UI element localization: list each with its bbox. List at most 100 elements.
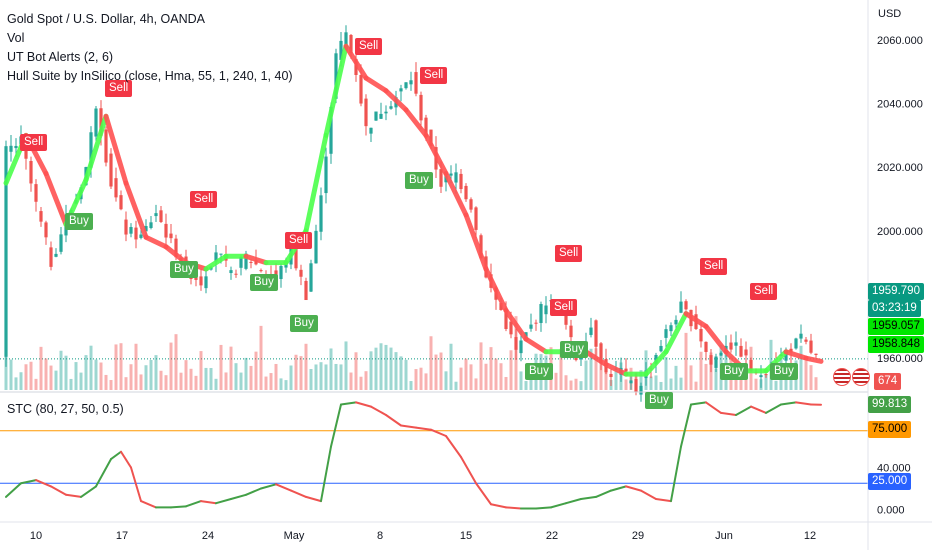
stc-legend[interactable]: STC (80, 27, 50, 0.5) xyxy=(7,402,124,416)
stc-segment xyxy=(120,450,132,469)
volume-bar xyxy=(249,365,253,390)
stc-segment xyxy=(290,489,307,498)
volume-bar xyxy=(89,345,93,390)
candle-body xyxy=(94,108,98,137)
volume-bar xyxy=(214,378,218,390)
candle-body xyxy=(794,338,798,349)
time-tick-label: Jun xyxy=(715,530,733,542)
stc-segment xyxy=(625,485,642,492)
candle-body xyxy=(419,94,423,121)
stc-segment xyxy=(320,445,332,503)
hull-segment xyxy=(583,349,609,368)
candle-body xyxy=(389,106,393,109)
volume-bar xyxy=(429,336,433,390)
volume-bar xyxy=(699,351,703,390)
volume-bar xyxy=(44,358,48,390)
stc-segment xyxy=(680,403,692,448)
stc-segment xyxy=(640,489,657,500)
candle-body xyxy=(739,345,743,357)
volume-bar xyxy=(559,348,563,390)
candle-body xyxy=(169,233,173,239)
candle-body xyxy=(679,301,683,313)
volume-bar xyxy=(434,354,438,390)
us-flag-icon xyxy=(833,368,851,386)
volume-bar xyxy=(289,365,293,390)
volume-bar xyxy=(239,372,243,390)
volume-bar xyxy=(324,364,328,390)
stc-segment xyxy=(705,401,722,414)
volume-bar xyxy=(49,365,53,390)
sell-signal: Sell xyxy=(105,79,133,97)
volume-bar xyxy=(494,358,498,390)
volume-bar xyxy=(389,347,393,390)
candle-body xyxy=(134,227,138,240)
volume-bar xyxy=(154,355,158,390)
volume-bar xyxy=(399,356,403,390)
volume-bar xyxy=(244,357,248,390)
stc-segment xyxy=(765,403,782,414)
candle-body xyxy=(154,213,158,217)
volume-bar xyxy=(129,364,133,390)
candle-body xyxy=(409,80,413,85)
buy-signal: Buy xyxy=(560,340,588,358)
volume-bar xyxy=(814,377,818,390)
candle-body xyxy=(719,352,723,356)
candle-body xyxy=(124,219,128,235)
candle-body xyxy=(474,207,478,230)
volume-bar xyxy=(269,373,273,390)
buy-signal: Buy xyxy=(250,273,278,291)
candle-body xyxy=(454,172,458,183)
sell-signal: Sell xyxy=(555,245,583,263)
candle-body xyxy=(609,373,613,378)
volume-bar xyxy=(479,342,483,390)
volume-bar xyxy=(299,356,303,390)
stc-segment xyxy=(5,482,22,498)
volume-bar xyxy=(64,355,68,390)
hull-segment xyxy=(303,132,329,234)
volume-bar xyxy=(374,347,378,390)
candle-body xyxy=(509,321,513,335)
volume-bar xyxy=(99,362,103,390)
candle-body xyxy=(4,146,8,357)
volume-bar xyxy=(174,334,178,390)
stc-segment xyxy=(200,500,217,505)
hull-segment xyxy=(363,75,389,94)
legend-ut-bot[interactable]: UT Bot Alerts (2, 6) xyxy=(7,50,114,64)
volume-bar xyxy=(344,341,348,390)
candle-body xyxy=(99,108,103,136)
stc-value-badge: 99.813 xyxy=(868,396,912,413)
volume-bar xyxy=(614,370,618,390)
last-price-badge: 1959.790 xyxy=(868,283,924,300)
volume-bar xyxy=(109,379,113,390)
candle-body xyxy=(804,339,808,342)
volume-bar xyxy=(384,344,388,390)
volume-bar xyxy=(224,372,228,390)
candle-body xyxy=(534,322,538,324)
volume-bar xyxy=(394,352,398,390)
price-tick-label: 2040.000 xyxy=(877,99,923,111)
volume-bar xyxy=(114,344,118,390)
stc-segment xyxy=(690,401,707,406)
legend-vol[interactable]: Vol xyxy=(7,31,25,45)
buy-signal: Buy xyxy=(405,171,433,189)
stc-segment xyxy=(490,503,507,509)
volume-bar xyxy=(144,365,148,390)
candle-body xyxy=(634,379,638,393)
volume-bar xyxy=(569,380,573,390)
sell-signal: Sell xyxy=(550,299,578,317)
volume-bar xyxy=(54,370,58,390)
axis-unit[interactable]: USD xyxy=(878,8,902,20)
volume-bar xyxy=(579,381,583,390)
volume-bar xyxy=(334,363,338,390)
volume-bar xyxy=(259,325,263,390)
legend-symbol[interactable]: Gold Spot / U.S. Dollar, 4h, OANDA xyxy=(7,12,205,26)
stc-segment xyxy=(445,435,462,458)
stc-lower-badge: 25.000 xyxy=(868,473,912,490)
volume-bar xyxy=(564,375,568,390)
legend-hull[interactable]: Hull Suite by InSilico (close, Hma, 55, … xyxy=(7,69,293,83)
stc-segment xyxy=(580,495,597,500)
candle-body xyxy=(44,222,48,238)
candle-body xyxy=(104,129,108,163)
